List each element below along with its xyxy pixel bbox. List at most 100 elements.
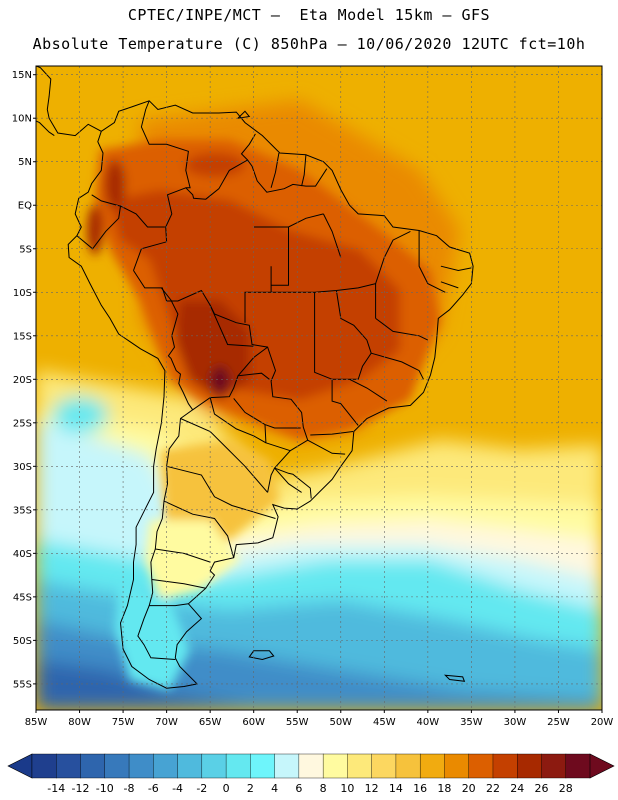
country-border <box>133 270 312 499</box>
country-border <box>375 317 429 341</box>
colorbar-swatch <box>274 753 300 779</box>
colorbar-swatch <box>419 753 445 779</box>
map-frame <box>35 65 603 711</box>
colorbar-swatch <box>468 753 494 779</box>
lat-tick-label: 10S <box>13 288 32 299</box>
lon-tick-label: 50W <box>329 717 352 728</box>
lon-tick-label: 30W <box>504 717 527 728</box>
colorbar-label: 0 <box>223 782 230 795</box>
map-subtitle: Absolute Temperature (C) 850hPa – 10/06/… <box>32 35 586 53</box>
map-title: CPTEC/INPE/MCT – Eta Model 15km – GFS <box>127 6 491 24</box>
country-border <box>209 305 254 347</box>
colorbar-swatch <box>56 753 82 779</box>
colorbar-label: 2 <box>247 782 254 795</box>
graticule <box>35 66 603 710</box>
colorbar-over-arrow <box>589 753 615 779</box>
lat-tick-label: 55S <box>13 679 32 690</box>
temp-band-south-tip <box>115 580 190 690</box>
colorbar-label: 10 <box>340 782 354 795</box>
coastline-central-america-pacific <box>36 92 55 137</box>
colorbar-label: 26 <box>534 782 548 795</box>
colorbar-label: -12 <box>72 782 90 795</box>
colorbar-swatch <box>347 753 373 779</box>
colorbar-label: 12 <box>365 782 379 795</box>
country-border <box>418 230 446 293</box>
colorbar-label: -2 <box>196 782 207 795</box>
country-border <box>440 265 472 272</box>
lat-tick-label: 45S <box>13 592 32 603</box>
lat-tick-label: 25S <box>13 418 32 429</box>
colorbar-swatch <box>517 753 542 779</box>
colorbar-swatch <box>395 753 421 779</box>
colorbar-swatch <box>444 753 470 779</box>
country-border <box>274 467 302 493</box>
country-border <box>371 352 424 380</box>
colorbar-swatch <box>128 753 154 779</box>
country-border <box>270 152 280 188</box>
temp-band-hotter <box>175 300 250 400</box>
country-border <box>244 266 272 323</box>
temp-max-core <box>210 366 230 394</box>
lon-tick-label: 70W <box>155 717 178 728</box>
country-border <box>140 100 191 189</box>
colorbar-label: 18 <box>437 782 451 795</box>
lat-tick-label: 35S <box>13 505 32 516</box>
country-border <box>332 290 372 380</box>
colorbar-label: -4 <box>172 782 183 795</box>
colorbar-label: 4 <box>271 782 278 795</box>
lat-tick-label: 5S <box>19 244 32 255</box>
country-border <box>151 579 206 589</box>
lon-tick-label: 80W <box>68 717 91 728</box>
country-border <box>375 230 411 284</box>
lon-tick-label: 65W <box>199 717 222 728</box>
colorbar-swatch <box>371 753 397 779</box>
colorbar-swatch <box>201 753 227 779</box>
hot-venezuela <box>185 153 245 177</box>
lon-tick-label: 85W <box>25 717 48 728</box>
lat-tick-label: 50S <box>13 636 32 647</box>
colorbar-label: -14 <box>47 782 65 795</box>
temp-band-dark-blue <box>36 660 250 710</box>
country-border <box>155 548 211 563</box>
coastline-central-america <box>36 66 102 137</box>
coastline <box>36 66 474 689</box>
island-outline <box>248 650 275 661</box>
colorbar-swatch <box>565 753 591 779</box>
country-border <box>440 281 459 289</box>
lat-tick-label: 15N <box>12 70 32 81</box>
lon-tick-label: 40W <box>417 717 440 728</box>
country-border <box>149 603 189 607</box>
colorbar-swatch <box>225 753 251 779</box>
colorbar-label: 8 <box>320 782 327 795</box>
lat-tick-label: 20S <box>13 375 32 386</box>
country-border <box>267 467 276 493</box>
colorbar-swatch <box>153 753 179 779</box>
colorbar-label: -10 <box>96 782 114 795</box>
lon-tick-label: 35W <box>460 717 483 728</box>
lon-tick-label: 45W <box>373 717 396 728</box>
lat-tick-label: 40S <box>13 549 32 560</box>
colorbar-swatch <box>322 753 348 779</box>
country-border <box>271 227 289 286</box>
colorbar-label: -8 <box>124 782 135 795</box>
colorbar-swatch <box>177 753 203 779</box>
colorbar-label: 22 <box>486 782 500 795</box>
country-border <box>307 439 346 455</box>
lon-tick-label: 60W <box>242 717 265 728</box>
colorbar-swatch <box>541 753 567 779</box>
country-border <box>349 378 388 402</box>
lon-tick-label: 55W <box>286 717 309 728</box>
lat-tick-label: 10N <box>12 114 32 125</box>
colorbar-swatch <box>492 753 518 779</box>
country-border <box>314 292 359 426</box>
country-border <box>240 133 256 161</box>
country-border <box>163 500 235 558</box>
country-border <box>310 431 354 436</box>
colorbar: -14 -12 -10 -8 -6 -4 -2 0 2 4 6 8 10 12 14 16 18 20 22 24 26… <box>7 753 615 795</box>
country-border <box>301 154 307 187</box>
colorbar-label: -6 <box>148 782 159 795</box>
country-border <box>133 159 328 271</box>
island-outline <box>443 674 466 682</box>
island-outline <box>236 110 251 119</box>
